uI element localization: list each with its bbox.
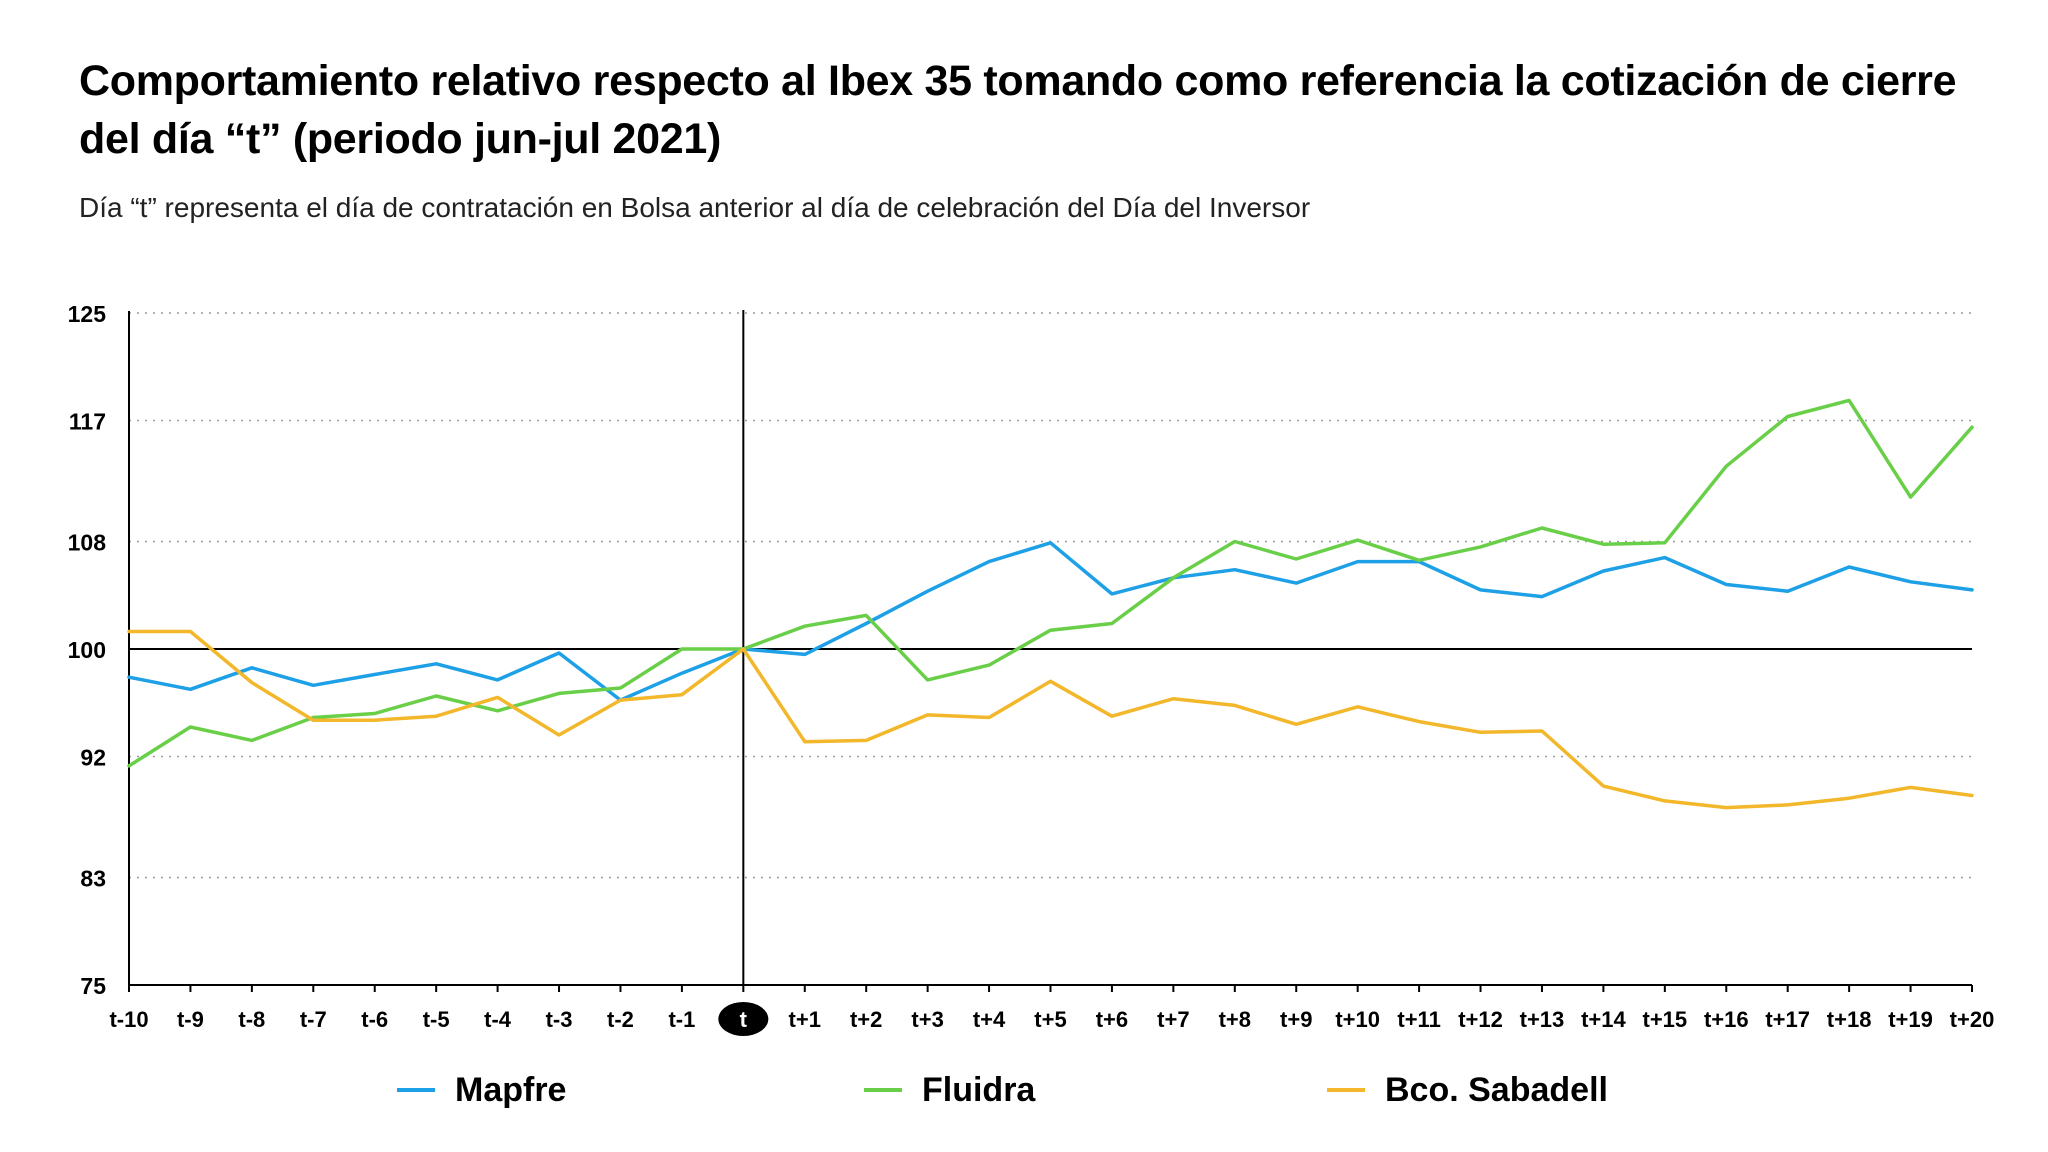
x-tick-label: t-4	[484, 1007, 512, 1032]
legend-swatch	[864, 1088, 902, 1092]
legend-swatch	[1327, 1088, 1365, 1092]
legend-item: Mapfre	[397, 1065, 566, 1115]
x-tick-label: t+10	[1335, 1007, 1380, 1032]
legend-swatch	[397, 1088, 435, 1092]
legend-item: Bco. Sabadell	[1327, 1065, 1608, 1115]
y-tick-label: 100	[68, 637, 106, 663]
x-tick-label: t-2	[607, 1007, 634, 1032]
series-line-mapfre	[127, 541, 1974, 702]
legend-label: Mapfre	[455, 1070, 567, 1109]
x-tick-label: t-5	[423, 1007, 450, 1032]
grid-lines	[129, 312, 1972, 879]
x-tick-label: t+5	[1034, 1007, 1066, 1032]
x-tick-label: t+13	[1520, 1007, 1565, 1032]
x-tick-label: t-3	[546, 1007, 573, 1032]
x-tick-label: t+15	[1643, 1007, 1688, 1032]
y-tick-label: 125	[68, 301, 107, 327]
x-tick-label: t+19	[1888, 1007, 1933, 1032]
x-tick-label: t+1	[789, 1007, 821, 1032]
y-tick-label: 108	[68, 529, 107, 555]
day-t-marker	[718, 1002, 769, 1036]
x-tick-label: t+9	[1280, 1007, 1312, 1032]
x-tick-label: t+6	[1096, 1007, 1128, 1032]
x-tick-label: t-9	[177, 1007, 204, 1032]
x-tick-label: t	[740, 1007, 748, 1032]
y-tick-labels: 75 83 92 100 108 117 125	[68, 301, 107, 999]
x-tick-label: t-10	[109, 1007, 148, 1032]
y-tick-label: 117	[69, 409, 106, 435]
x-tick-label: t-8	[238, 1007, 265, 1032]
x-tick-label: t+20	[1950, 1007, 1995, 1032]
x-tick-label: t-1	[668, 1007, 695, 1032]
x-tick-label: t+4	[973, 1007, 1006, 1032]
x-tick-label: t+2	[850, 1007, 882, 1032]
chart-title: Comportamiento relativo respecto al Ibex…	[79, 57, 1957, 163]
x-tick-label: t+18	[1827, 1007, 1872, 1032]
x-tick-label: t+3	[911, 1007, 943, 1032]
series-lines	[127, 398, 1974, 810]
series-line-fluidra	[127, 398, 1974, 768]
legend-label: Bco. Sabadell	[1385, 1070, 1608, 1109]
legend-label: Fluidra	[922, 1070, 1036, 1109]
x-tick-label: t+17	[1765, 1007, 1810, 1032]
x-tick-label: t-6	[361, 1007, 388, 1032]
axes	[128, 310, 1973, 992]
legend-item: Fluidra	[864, 1065, 1035, 1115]
x-tick-label: t+12	[1458, 1007, 1503, 1032]
y-tick-label: 92	[80, 745, 106, 771]
y-tick-label: 75	[80, 973, 106, 999]
x-tick-label: t+8	[1219, 1007, 1251, 1032]
x-tick-labels: t-10 t-9 t-8 t-7 t-6 t-5 t-4 t-3 t-2 t-1 t t+1 t+2 t+…	[109, 1002, 1994, 1036]
x-tick-label: t-7	[300, 1007, 327, 1032]
chart-subtitle: Día “t” representa el día de contratació…	[79, 192, 1311, 223]
x-tick-label: t+16	[1704, 1007, 1749, 1032]
x-tick-label: t+11	[1397, 1007, 1440, 1032]
x-tick-label: t+14	[1581, 1007, 1626, 1032]
y-tick-label: 83	[80, 865, 106, 891]
series-line-bco-sabadell	[127, 629, 1974, 810]
x-tick-label: t+7	[1157, 1007, 1189, 1032]
